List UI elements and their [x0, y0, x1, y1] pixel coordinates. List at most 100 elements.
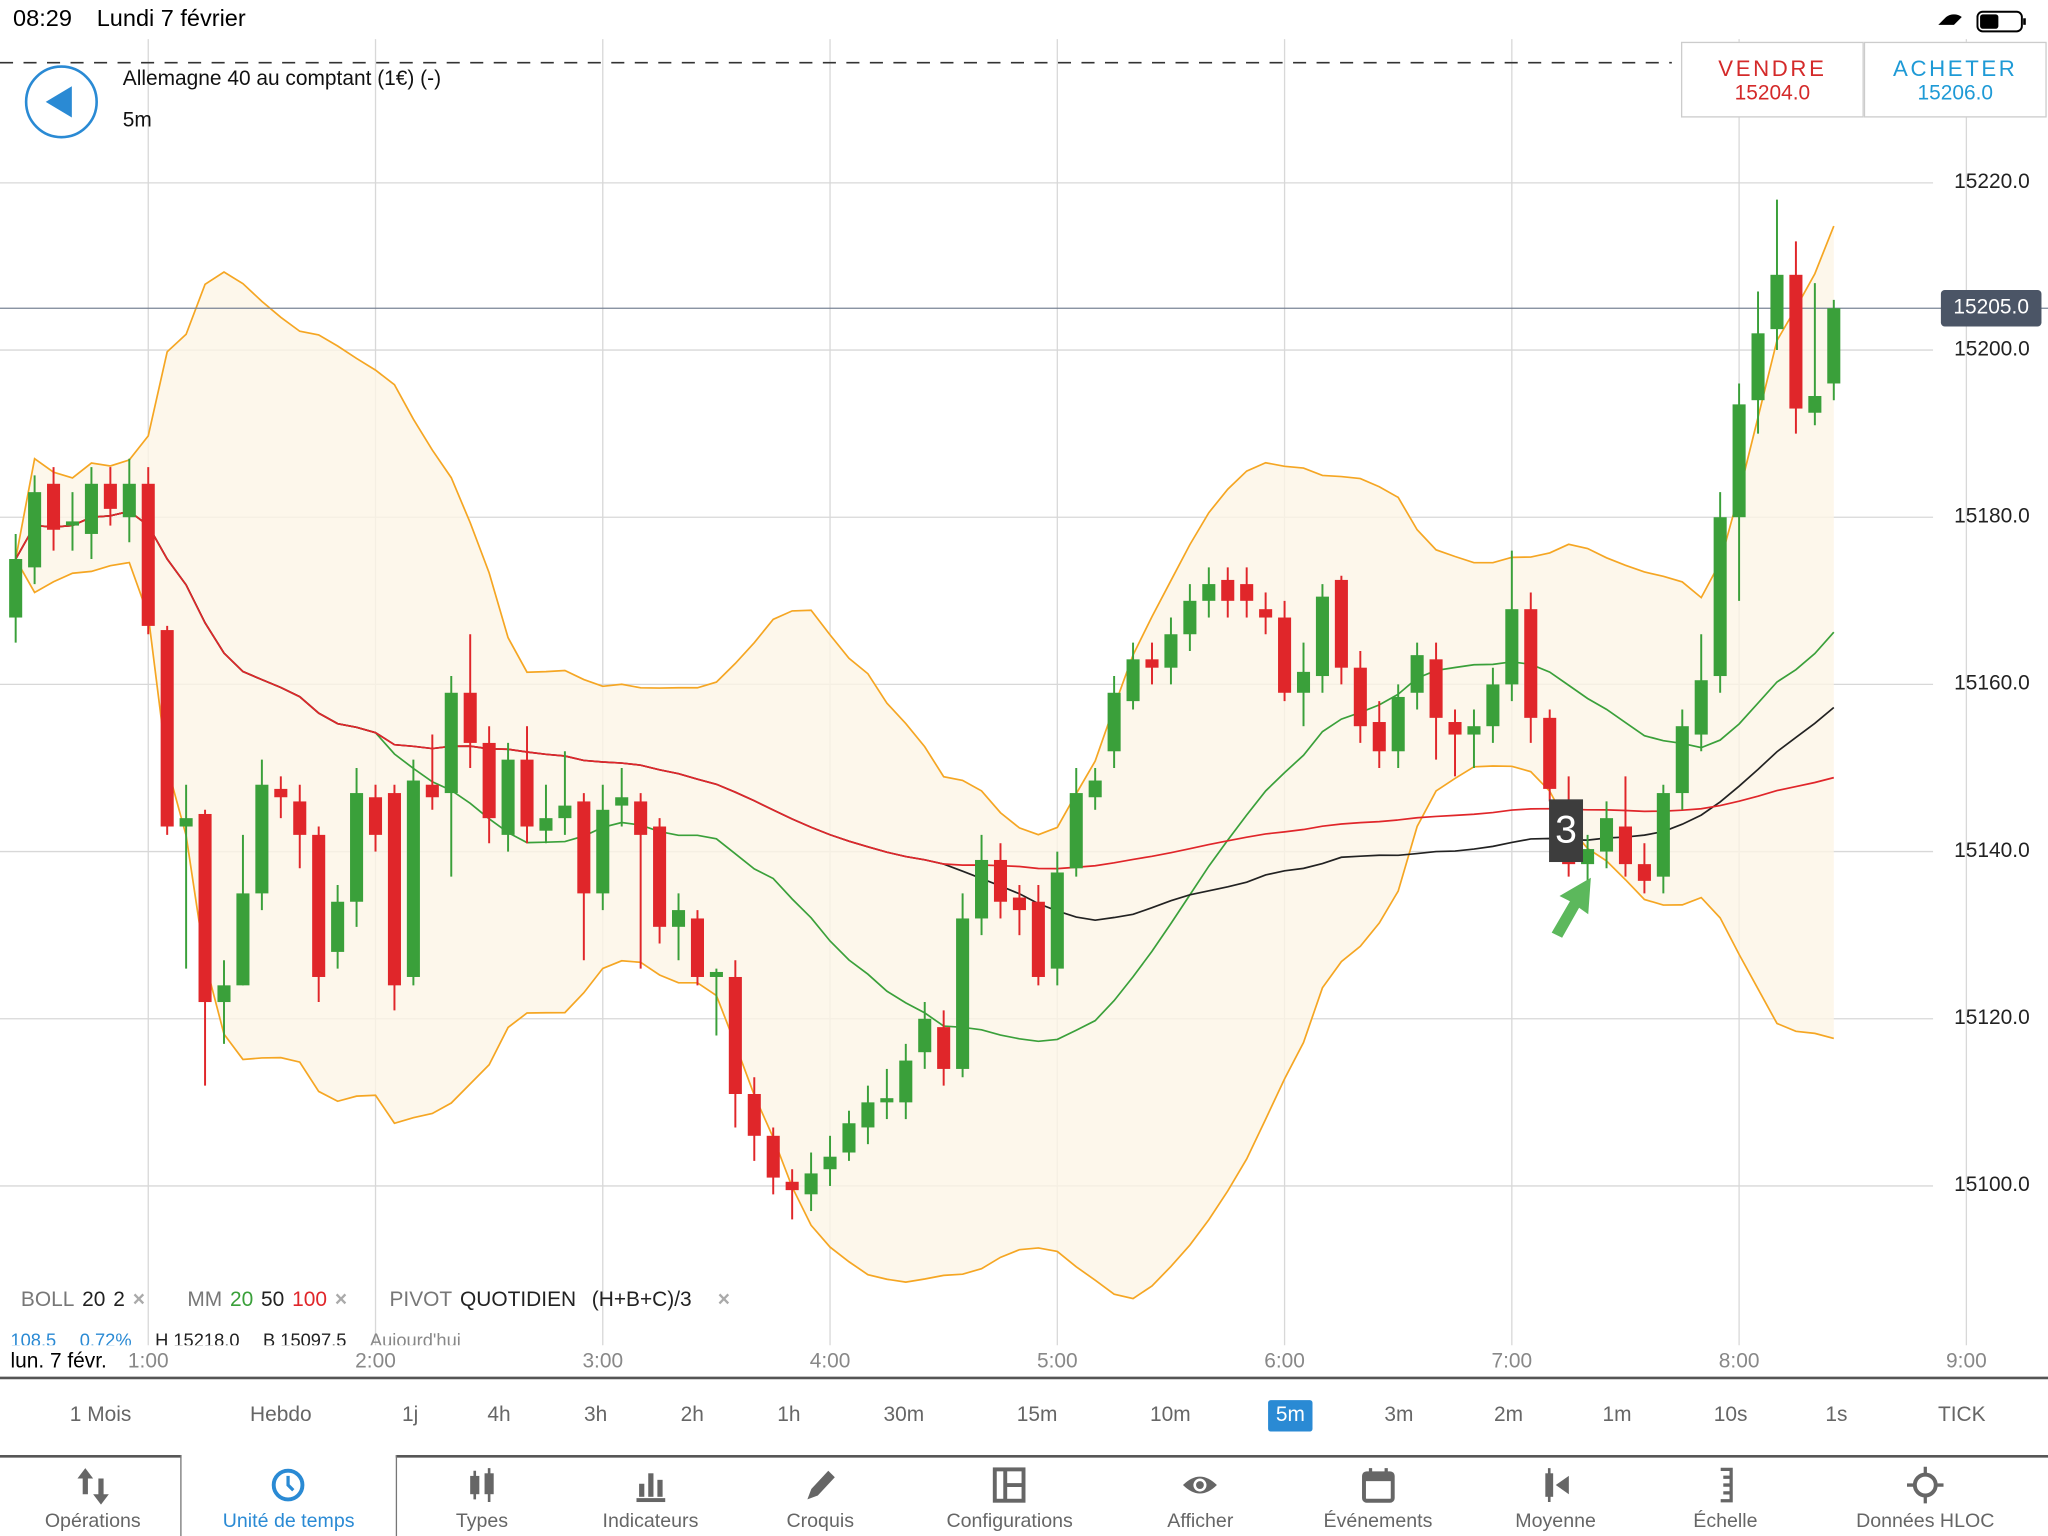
candle-body: [1524, 609, 1538, 718]
timeframe-1h[interactable]: 1h: [777, 1404, 801, 1427]
toolbar-calendar-button[interactable]: Événements: [1323, 1465, 1432, 1532]
timeframe-3h[interactable]: 3h: [583, 1404, 608, 1427]
candle: [1334, 575, 1348, 685]
candle: [1732, 383, 1746, 601]
back-button[interactable]: [24, 65, 98, 139]
remove-pivot-button[interactable]: ×: [717, 1289, 730, 1312]
toolbar-bar-chart-button[interactable]: Indicateurs: [603, 1465, 698, 1532]
candle-body: [293, 801, 307, 835]
candle: [937, 1010, 951, 1086]
timeframe-1j[interactable]: 1j: [401, 1404, 419, 1427]
candle: [1656, 784, 1670, 894]
candle: [236, 834, 250, 986]
status-time: 08:29: [13, 5, 72, 32]
timeframe-2m[interactable]: 2m: [1494, 1404, 1524, 1427]
current-price-label: 15205.0: [1940, 289, 2042, 327]
timeframe-1m[interactable]: 1m: [1602, 1404, 1632, 1427]
toolbar-crosshair-button[interactable]: Données HLOC: [1856, 1465, 1994, 1532]
buy-button[interactable]: ACHETER 15206.0: [1863, 41, 2047, 118]
candle-body: [861, 1102, 875, 1128]
timeframe-1-mois[interactable]: 1 Mois: [69, 1404, 132, 1427]
candle: [1126, 642, 1140, 710]
price-chart[interactable]: [0, 0, 2048, 1379]
timeframe-5m[interactable]: 5m: [1268, 1400, 1313, 1432]
candle: [842, 1110, 856, 1161]
candle: [747, 1077, 761, 1161]
candle: [1353, 650, 1367, 743]
candle: [539, 784, 553, 844]
toolbar-average-button[interactable]: Moyenne: [1515, 1465, 1596, 1532]
buy-price: 15206.0: [1917, 82, 1994, 105]
sell-button[interactable]: VENDRE 15204.0: [1680, 41, 1864, 118]
bollinger-lower: [14, 558, 1835, 1300]
timeframe-4h[interactable]: 4h: [487, 1404, 511, 1427]
layout-icon: [993, 1467, 1026, 1503]
toolbar-arrows-updown-button[interactable]: Opérations: [45, 1465, 141, 1532]
remove-mm-button[interactable]: ×: [334, 1289, 348, 1312]
remove-boll-button[interactable]: ×: [132, 1289, 145, 1312]
candle-body: [1448, 722, 1462, 735]
toolbar-label: Moyenne: [1515, 1509, 1596, 1533]
candle: [1429, 642, 1443, 760]
timeframe-15m[interactable]: 15m: [1016, 1404, 1058, 1427]
candle: [1751, 291, 1765, 434]
candle: [274, 776, 288, 819]
candle-body: [520, 759, 534, 827]
toolbar-candles-button[interactable]: Types: [456, 1465, 508, 1532]
timeframe-10m[interactable]: 10m: [1149, 1404, 1191, 1427]
candle: [350, 767, 364, 927]
candle-body: [615, 797, 629, 806]
candle: [1448, 709, 1462, 777]
candle: [1107, 676, 1121, 768]
candle-body: [1789, 274, 1803, 409]
candle: [387, 784, 401, 1011]
candle: [1372, 701, 1386, 768]
candle-body: [747, 1094, 761, 1136]
change-value: 108.5: [10, 1329, 57, 1346]
toolbar-layout-button[interactable]: Configurations: [946, 1465, 1073, 1533]
candle: [956, 893, 970, 1078]
candle: [615, 767, 629, 827]
candle: [1240, 567, 1254, 618]
timeframe-tick[interactable]: TICK: [1937, 1404, 1986, 1427]
scale-icon: [1720, 1467, 1733, 1503]
candle-body: [1107, 692, 1121, 752]
eye-icon: [1183, 1476, 1218, 1494]
timeframe-2h[interactable]: 2h: [680, 1404, 704, 1427]
candle: [1088, 767, 1102, 810]
bottom-toolbar: Opérations Unité de temps Types Indicateurs…: [0, 1455, 2048, 1536]
pivot-formula: (H+B+C)/3: [591, 1289, 692, 1312]
candle-body: [198, 813, 212, 1003]
toolbar-eye-button[interactable]: Afficher: [1167, 1465, 1233, 1532]
timeframe-10s[interactable]: 10s: [1713, 1404, 1748, 1427]
candle: [1694, 634, 1708, 752]
candle-body: [899, 1060, 913, 1103]
buy-label: ACHETER: [1893, 56, 2018, 81]
candle: [1391, 684, 1405, 768]
candle-body: [1202, 584, 1216, 601]
mm-20: 20: [229, 1289, 254, 1312]
candle: [1827, 299, 1841, 401]
toolbar-scale-button[interactable]: Échelle: [1693, 1465, 1758, 1532]
candle-body: [312, 834, 326, 977]
candle-body: [141, 483, 155, 626]
timeframe-hebdo[interactable]: Hebdo: [250, 1404, 312, 1427]
candle-body: [993, 859, 1008, 902]
candle: [122, 458, 136, 543]
candle-body: [1353, 667, 1367, 727]
timeframe-30m[interactable]: 30m: [883, 1404, 925, 1427]
candle: [293, 784, 307, 869]
timeframe-1s[interactable]: 1s: [1825, 1404, 1848, 1427]
toolbar-clock-button[interactable]: Unité de temps: [223, 1465, 355, 1532]
timeframe-3m[interactable]: 3m: [1384, 1404, 1414, 1427]
candle-body: [918, 1018, 932, 1053]
toolbar-label: Configurations: [946, 1509, 1073, 1533]
candle-body: [1732, 404, 1746, 518]
candle: [728, 960, 742, 1128]
candle: [368, 784, 383, 852]
event-marker[interactable]: 3: [1549, 799, 1584, 863]
candle-body: [937, 1027, 951, 1069]
candle-body: [653, 826, 667, 927]
toolbar-pencil-button[interactable]: Croquis: [786, 1465, 854, 1532]
